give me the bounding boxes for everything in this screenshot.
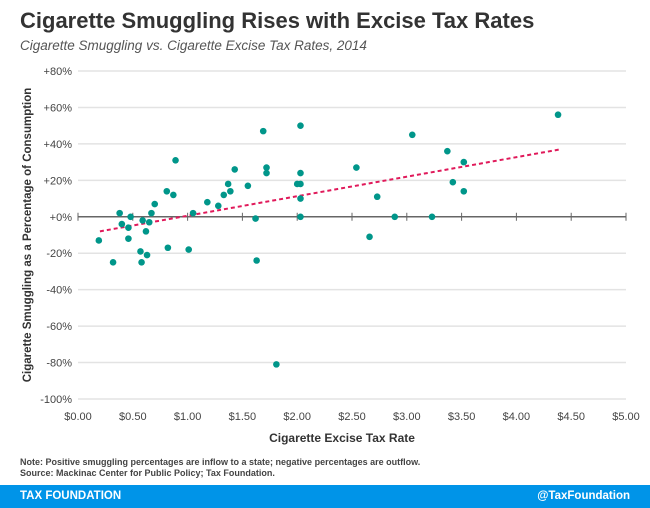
data-point (172, 156, 179, 164)
data-point (116, 209, 123, 217)
data-point (145, 218, 153, 226)
note-text: Note: Positive smuggling percentages are… (20, 457, 421, 467)
data-point (297, 122, 304, 129)
data-point (366, 233, 373, 241)
data-point (137, 248, 144, 255)
x-tick-label: $1.00 (174, 411, 202, 423)
notes: Note: Positive smuggling percentages are… (20, 457, 420, 479)
source-text: Source: Mackinac Center for Public Polic… (20, 468, 275, 478)
data-point (297, 213, 304, 221)
y-tick-label: +20% (44, 175, 73, 187)
data-point (125, 235, 132, 242)
x-tick-label: $3.00 (393, 411, 421, 423)
x-axis-label: Cigarette Excise Tax Rate (269, 431, 415, 445)
y-tick-label: +60% (44, 102, 73, 114)
x-tick-label: $5.00 (612, 411, 640, 423)
data-point (139, 217, 146, 224)
data-point (444, 147, 451, 155)
data-point (259, 127, 267, 135)
data-point (252, 215, 259, 222)
data-point (164, 244, 172, 252)
data-point (231, 166, 239, 173)
data-point (170, 191, 177, 199)
x-tick-label: $1.50 (229, 411, 257, 423)
data-point (391, 213, 399, 221)
data-point (554, 111, 562, 119)
data-point (253, 257, 260, 264)
y-tick-label: -100% (40, 394, 72, 406)
data-point (148, 209, 155, 217)
data-point (118, 220, 126, 228)
y-tick-label: +80% (44, 66, 73, 78)
data-point (214, 202, 222, 210)
x-tick-label: $0.50 (119, 411, 147, 423)
data-point (263, 164, 270, 171)
data-point (408, 131, 416, 139)
data-point (428, 213, 436, 221)
data-point (151, 200, 159, 208)
y-tick-label: +0% (50, 212, 73, 224)
y-tick-label: +40% (44, 139, 73, 151)
x-tick-label: $0.00 (64, 411, 92, 423)
x-tick-label: $3.50 (448, 411, 476, 423)
data-point (163, 187, 171, 195)
data-point (227, 187, 234, 195)
data-point (143, 251, 151, 259)
footer-handle: @TaxFoundation (537, 490, 630, 502)
data-point (297, 169, 304, 177)
data-point (297, 180, 304, 188)
data-point (220, 191, 228, 199)
data-point (185, 246, 192, 253)
footer-bar: TAX FOUNDATION @TaxFoundation (0, 485, 650, 508)
data-point (449, 178, 457, 186)
data-point (189, 209, 197, 217)
data-point (373, 193, 381, 201)
data-point (460, 187, 468, 195)
data-point (138, 259, 145, 266)
data-point (142, 228, 150, 235)
x-tick-label: $4.50 (557, 411, 585, 423)
y-tick-label: -80% (46, 358, 72, 370)
y-axis-label: Cigarette Smuggling as a Percentage of C… (22, 88, 34, 383)
data-point (204, 198, 211, 206)
scatter-chart: +80% +60% +40% +20% +0% -20% -40% -60% -80% -100%… (22, 66, 640, 445)
trendline (99, 148, 561, 233)
x-tick-label: $2.00 (283, 411, 311, 423)
data-point (244, 182, 252, 190)
data-point (353, 164, 360, 171)
y-tick-label: -40% (46, 285, 72, 297)
data-point (297, 195, 304, 202)
data-point (273, 361, 280, 368)
data-point (109, 259, 117, 266)
x-tick-label: $2.50 (338, 411, 366, 423)
data-point (263, 169, 270, 177)
y-tick-label: -60% (46, 321, 72, 333)
data-point (127, 213, 134, 221)
data-point (95, 237, 103, 244)
data-point (125, 224, 132, 232)
x-tick-label: $4.00 (503, 411, 531, 423)
data-point (460, 158, 468, 166)
y-tick-label: -20% (46, 248, 72, 260)
chart-subtitle: Cigarette Smuggling vs. Cigarette Excise… (20, 38, 367, 53)
footer-brand: TAX FOUNDATION (20, 490, 122, 502)
chart-title: Cigarette Smuggling Rises with Excise Ta… (20, 8, 535, 33)
data-point (224, 180, 232, 188)
